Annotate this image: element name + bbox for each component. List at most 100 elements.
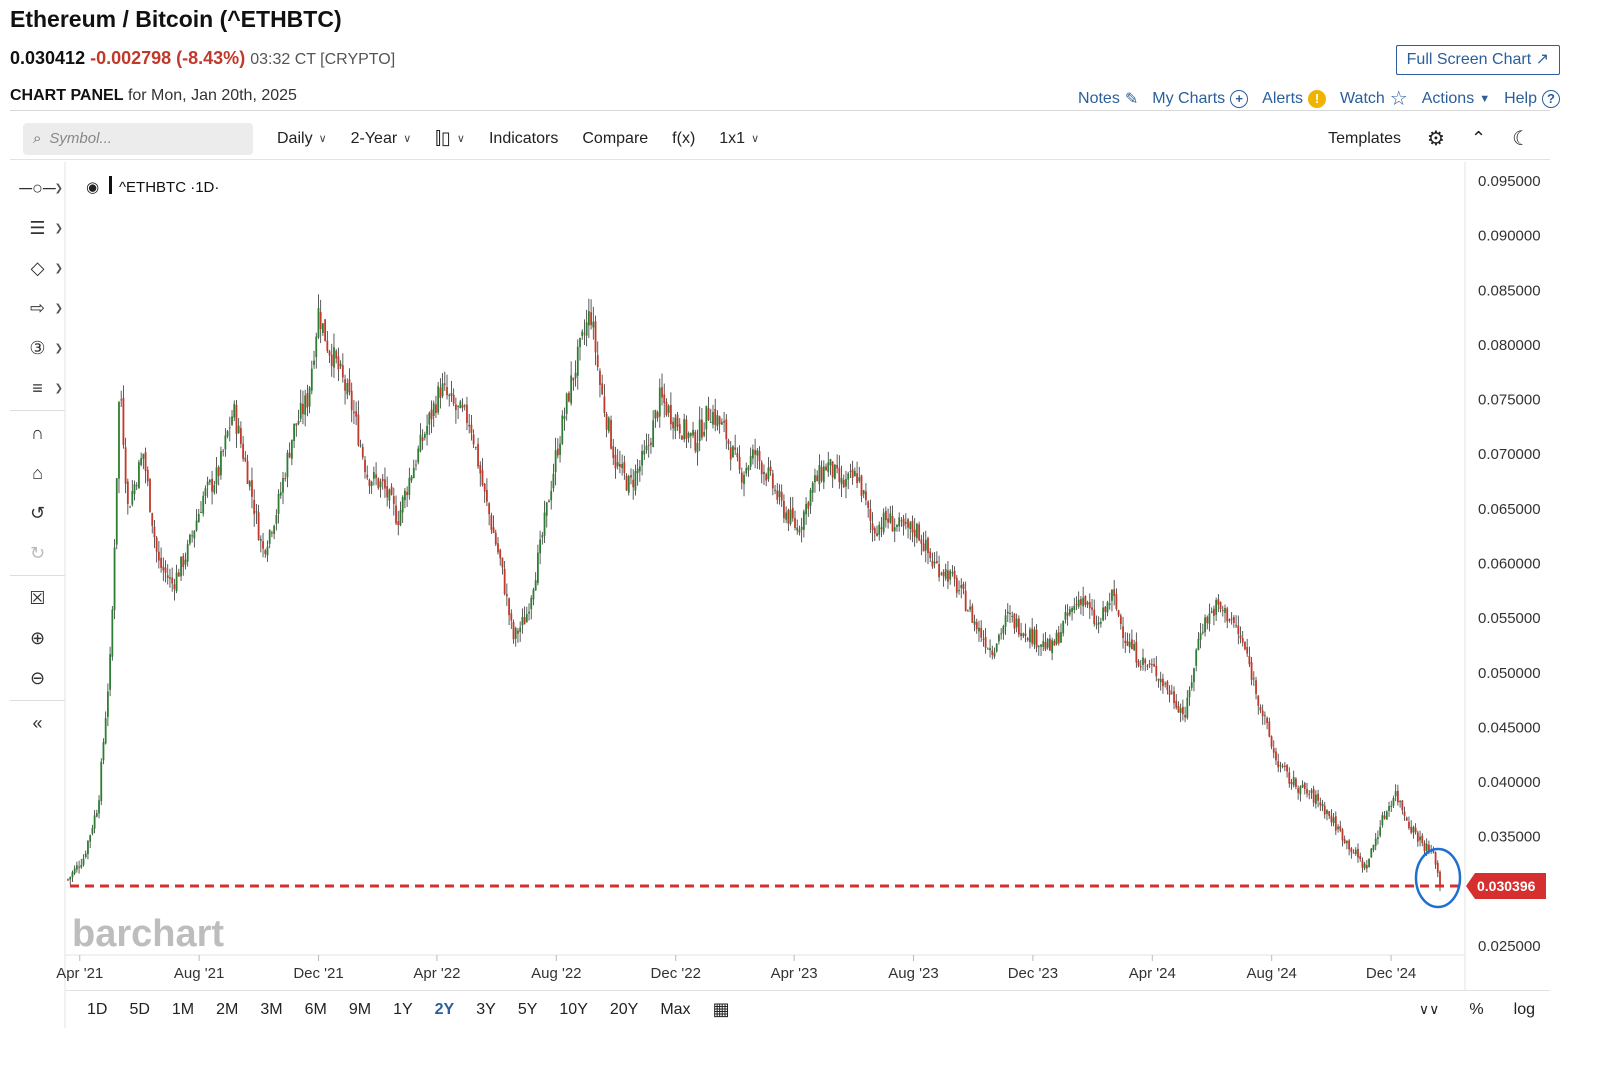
lock-tool[interactable]: ⌂	[10, 453, 65, 493]
search-icon: ⌕	[33, 130, 42, 147]
calendar-icon[interactable]: ▦	[712, 999, 730, 1019]
fib-tool[interactable]: ☰ ❯	[10, 208, 65, 248]
range-button-1d[interactable]: 1D	[87, 1000, 108, 1018]
candle	[142, 453, 145, 470]
range-button-1m[interactable]: 1M	[171, 1000, 195, 1018]
collapse-icon[interactable]: ⌃	[1470, 128, 1487, 148]
candle	[430, 400, 433, 434]
my-charts-link[interactable]: My Charts +	[1152, 89, 1249, 108]
layout-dropdown[interactable]: 1x1 ∨	[719, 130, 759, 148]
chart-type-dropdown[interactable]: ⫿▯ ∨	[435, 128, 465, 149]
range-button-3m[interactable]: 3M	[260, 1000, 283, 1018]
measure-tool[interactable]: ≡ ❯	[10, 368, 65, 408]
candle	[884, 506, 887, 528]
arrow-tool[interactable]: ⇨ ❯	[10, 288, 65, 328]
candle	[619, 450, 621, 474]
arrow-tool-icon: ⇨	[29, 297, 46, 318]
candle	[818, 454, 821, 492]
actions-menu[interactable]: Actions ▼	[1422, 90, 1490, 108]
full-screen-button[interactable]: Full Screen Chart ↗	[1395, 45, 1560, 75]
candle	[802, 509, 805, 538]
redo-button[interactable]: ↻	[10, 533, 65, 573]
candle	[1064, 604, 1067, 624]
candle	[927, 536, 929, 565]
candle	[630, 468, 632, 485]
templates-button[interactable]: Templates	[1328, 129, 1402, 147]
candle	[423, 431, 426, 441]
candle	[173, 578, 176, 601]
line-tool[interactable]: ─○─ ❯	[10, 168, 65, 208]
range-button-9m[interactable]: 9M	[348, 1000, 372, 1018]
range-button-6m[interactable]: 6M	[304, 1000, 327, 1018]
collapse-sidebar-button[interactable]: «	[10, 703, 65, 743]
moon-icon[interactable]: ☾	[1512, 128, 1530, 150]
zoom-out-button[interactable]: ⊖	[10, 658, 65, 698]
watch-link[interactable]: Watch ☆	[1340, 86, 1408, 111]
candle	[244, 451, 247, 463]
candle	[836, 454, 839, 474]
range-button-max[interactable]: Max	[660, 1000, 691, 1018]
candle	[412, 459, 415, 479]
candle	[683, 413, 686, 443]
candle	[1241, 630, 1244, 647]
candle	[1029, 627, 1031, 649]
period-dropdown[interactable]: 2-Year ∨	[351, 130, 412, 148]
candle	[222, 448, 225, 457]
candle	[155, 536, 158, 563]
my-charts-label: My Charts	[1152, 89, 1226, 107]
zoom-in-button[interactable]: ⊕	[10, 618, 65, 658]
candle	[714, 398, 717, 432]
shape-tool[interactable]: ◇ ❯	[10, 248, 65, 288]
actions-label: Actions	[1421, 89, 1475, 107]
price-tag-shape	[1466, 873, 1546, 900]
undo-button[interactable]: ↺	[10, 493, 65, 533]
candle	[869, 499, 872, 534]
help-link[interactable]: Help?	[1504, 89, 1560, 108]
delete-button[interactable]: ☒	[10, 578, 65, 618]
expand-down-icon[interactable]: ∨∨	[1418, 1001, 1440, 1017]
number-tool[interactable]: ③ ❯	[10, 328, 65, 368]
percent-toggle[interactable]: %	[1469, 1000, 1484, 1018]
candle	[840, 465, 843, 498]
magnet-tool[interactable]: ∩	[10, 413, 65, 453]
candle	[1168, 685, 1171, 703]
gear-icon[interactable]: ⚙	[1427, 128, 1445, 150]
candle	[1221, 605, 1224, 617]
fx-button[interactable]: f(x)	[672, 129, 696, 147]
candle	[284, 472, 287, 482]
notes-link[interactable]: Notes ✎	[1078, 89, 1138, 109]
range-button-5d[interactable]: 5D	[129, 1000, 150, 1018]
candle	[1037, 644, 1040, 656]
log-toggle[interactable]: log	[1513, 1000, 1535, 1018]
candle	[989, 639, 991, 658]
candle	[1334, 811, 1337, 835]
range-button-3y[interactable]: 3Y	[476, 1000, 496, 1018]
y-tick-label: 0.025000	[1478, 938, 1541, 955]
y-tick-label: 0.085000	[1478, 282, 1541, 299]
range-button-2y[interactable]: 2Y	[434, 1000, 455, 1018]
zoom-in-icon: ⊕	[29, 627, 46, 648]
range-button-5y[interactable]: 5Y	[517, 1000, 538, 1018]
candle	[552, 463, 555, 492]
indicators-button[interactable]: Indicators	[488, 129, 559, 147]
candle	[1343, 835, 1346, 844]
interval-dropdown[interactable]: Daily ∨	[277, 130, 327, 148]
candle	[858, 466, 861, 484]
candle	[1306, 782, 1308, 798]
y-tick-label: 0.040000	[1478, 774, 1541, 791]
compare-button[interactable]: Compare	[582, 129, 649, 147]
range-button-20y[interactable]: 20Y	[609, 1000, 639, 1018]
chevron-down-icon: ∨	[751, 133, 760, 145]
candle	[508, 597, 510, 626]
candle	[805, 497, 807, 525]
y-tick-label: 0.045000	[1478, 719, 1541, 736]
eye-icon[interactable]: ◉	[86, 178, 99, 196]
candle	[991, 645, 994, 660]
alerts-link[interactable]: Alerts!	[1262, 89, 1327, 108]
range-button-2m[interactable]: 2M	[216, 1000, 239, 1018]
range-button-1y[interactable]: 1Y	[393, 1000, 413, 1018]
range-button-10y[interactable]: 10Y	[559, 1000, 588, 1018]
candle	[669, 392, 672, 431]
symbol-search[interactable]: ⌕ Symbol...	[23, 122, 253, 155]
